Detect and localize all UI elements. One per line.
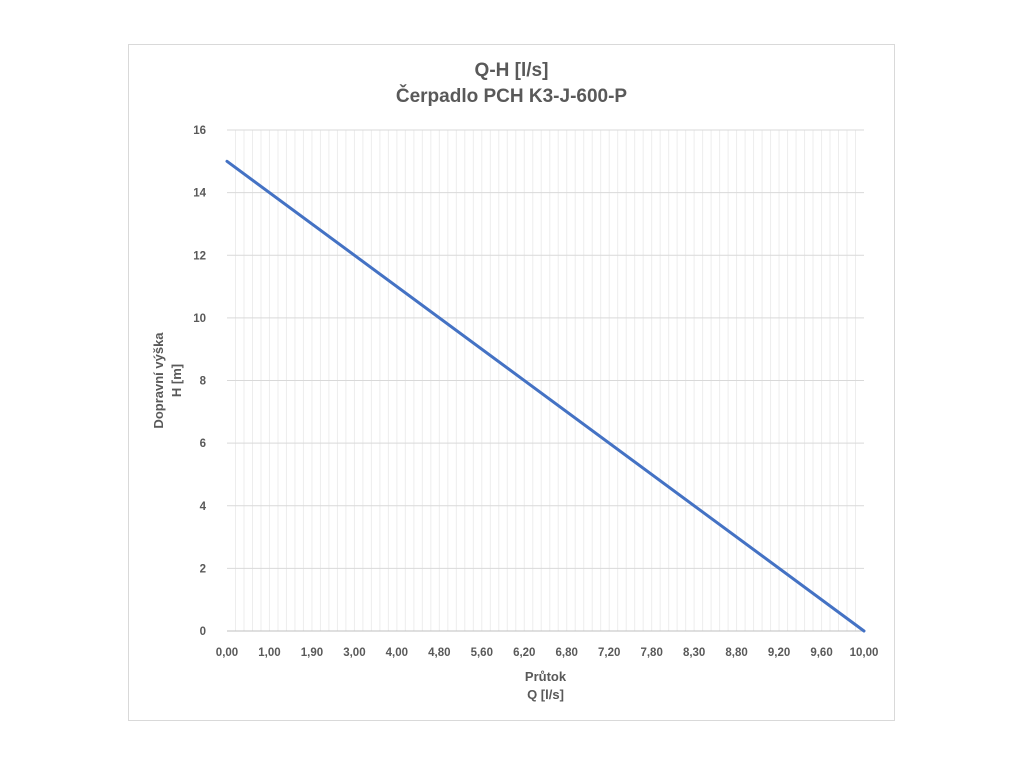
x-tick-label: 4,00 bbox=[386, 647, 408, 659]
y-tick-label: 6 bbox=[200, 438, 206, 450]
x-tick-label: 8,80 bbox=[725, 647, 747, 659]
x-tick-label: 10,00 bbox=[850, 647, 879, 659]
x-tick-label: 7,80 bbox=[640, 647, 662, 659]
chart-frame bbox=[128, 44, 895, 721]
y-tick-label: 14 bbox=[193, 188, 206, 200]
y-axis-title: H [m] bbox=[169, 364, 184, 397]
y-tick-label: 10 bbox=[193, 313, 206, 325]
y-tick-label: 8 bbox=[200, 376, 207, 388]
y-tick-label: 2 bbox=[200, 563, 206, 575]
y-tick-label: 12 bbox=[193, 250, 206, 262]
x-tick-label: 5,60 bbox=[471, 647, 493, 659]
x-tick-label: 9,20 bbox=[768, 647, 790, 659]
x-tick-label: 4,80 bbox=[428, 647, 450, 659]
chart-title: Q-H [l/s] bbox=[474, 60, 549, 81]
y-axis-title: Dopravní výška bbox=[151, 332, 166, 429]
y-tick-label: 4 bbox=[200, 501, 207, 513]
chart-subtitle: Čerpadlo PCH K3-J-600-P bbox=[395, 86, 628, 107]
x-axis-title: Průtok bbox=[525, 669, 567, 684]
x-tick-labels: 0,00 1,00 1,90 3,00 4,00 4,80 5,60 6,20 6,80 7,20… bbox=[216, 647, 879, 659]
x-tick-label: 8,30 bbox=[683, 647, 705, 659]
x-tick-label: 3,00 bbox=[343, 647, 365, 659]
series-line bbox=[225, 159, 866, 633]
series-layer bbox=[225, 159, 866, 633]
x-tick-label: 6,20 bbox=[513, 647, 535, 659]
x-tick-label: 1,00 bbox=[258, 647, 280, 659]
gridlines bbox=[227, 129, 864, 632]
y-tick-label: 16 bbox=[193, 125, 206, 137]
x-tick-label: 0,00 bbox=[216, 647, 238, 659]
x-tick-label: 6,80 bbox=[556, 647, 578, 659]
x-tick-label: 9,60 bbox=[810, 647, 832, 659]
x-axis-title: Q [l/s] bbox=[527, 687, 564, 702]
axis-titles: Průtok Q [l/s] Dopravní výška H [m] bbox=[151, 332, 567, 702]
x-tick-label: 1,90 bbox=[301, 647, 323, 659]
y-tick-labels: 0 2 4 6 8 10 12 14 16 bbox=[193, 125, 206, 638]
y-tick-label: 0 bbox=[200, 626, 206, 638]
x-tick-label: 7,20 bbox=[598, 647, 620, 659]
